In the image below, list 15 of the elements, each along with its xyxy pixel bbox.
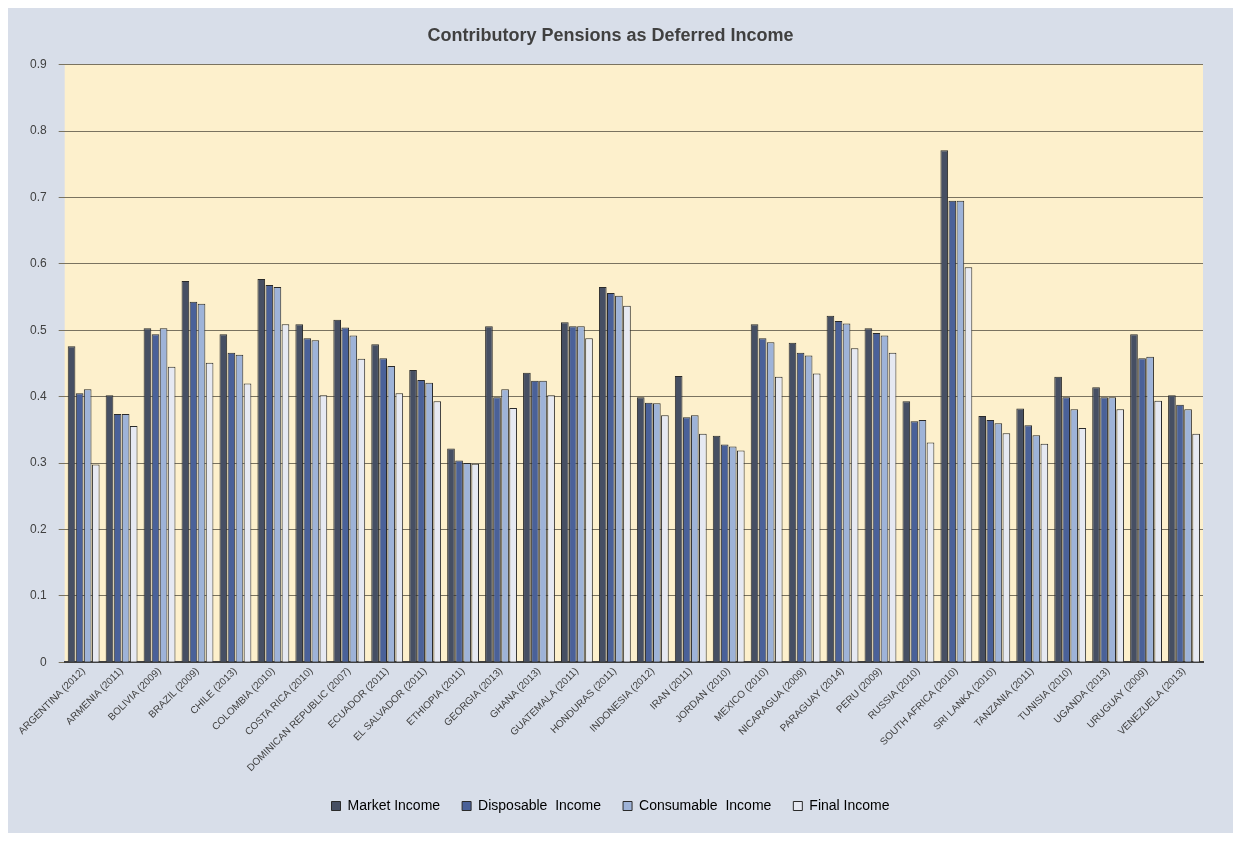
chart-title: Contributory Pensions as Deferred Income xyxy=(427,24,794,45)
y-tick-label: 0.2 xyxy=(29,521,47,536)
legend-label: Market Income xyxy=(347,796,441,813)
y-tick-label: 0.4 xyxy=(29,388,47,403)
y-tick-label: 0.5 xyxy=(29,322,47,337)
y-tick-label: 0.3 xyxy=(29,455,47,470)
y-tick-label: 0 xyxy=(39,654,47,669)
legend-label: Consumable Income xyxy=(639,796,772,813)
legend-label: Final Income xyxy=(809,796,890,813)
y-tick-label: 0.9 xyxy=(29,56,47,71)
y-tick-label: 0.1 xyxy=(29,588,47,603)
y-tick-label: 0.8 xyxy=(29,123,47,138)
y-tick-label: 0.7 xyxy=(29,189,47,204)
legend-label: Disposable Income xyxy=(478,796,602,813)
y-tick-label: 0.6 xyxy=(29,256,47,271)
